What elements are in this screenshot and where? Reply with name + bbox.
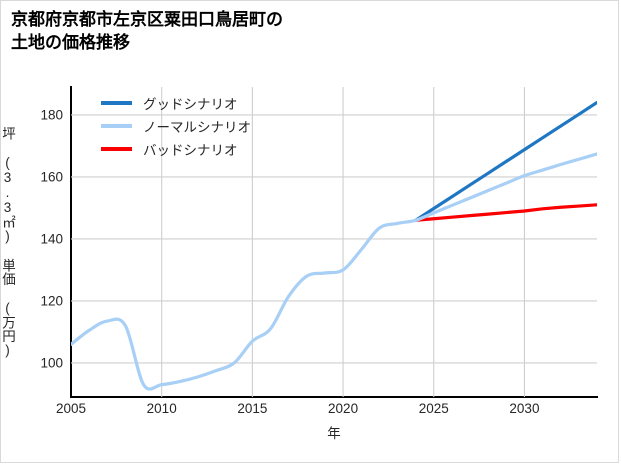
page-title: 京都府京都市左京区粟田口鳥居町の 土地の価格推移 — [11, 10, 283, 52]
y-tick-label: 120 — [40, 293, 63, 309]
legend-swatch-bad-scenario — [101, 146, 132, 151]
x-tick-label: 2030 — [509, 401, 540, 416]
legend-swatch-normal-scenario — [101, 123, 132, 128]
x-tick-label: 2010 — [146, 401, 177, 416]
y-tick-label: 140 — [40, 231, 63, 247]
legend-item-good-scenario[interactable]: グッドシナリオ — [101, 91, 331, 114]
y-tick-label: 100 — [40, 355, 63, 371]
x-tick-label: 2020 — [328, 401, 359, 416]
x-axis-label: 年 — [327, 426, 341, 441]
y-tick-label: 180 — [40, 107, 63, 123]
legend-label-normal-scenario: ノーマルシナリオ — [143, 119, 251, 135]
legend-label-good-scenario: グッドシナリオ — [143, 96, 238, 112]
y-tick-label: 160 — [40, 169, 63, 185]
series-line-bad — [414, 203, 597, 222]
x-tick-label: 2025 — [418, 401, 449, 416]
legend-swatch-good-scenario — [101, 100, 132, 105]
x-axis-spine — [70, 396, 598, 398]
gridlines — [71, 87, 597, 397]
x-tick-label: 2015 — [237, 401, 268, 416]
x-tick-label: 2005 — [55, 401, 87, 416]
chart-canvas — [71, 87, 597, 397]
series-line-normal — [71, 152, 597, 391]
legend-item-normal-scenario[interactable]: ノーマルシナリオ — [101, 114, 331, 137]
y-axis-label: 坪 (3.3㎡) 単価 (万円) — [0, 126, 15, 358]
series-lines — [71, 100, 597, 391]
y-axis-spine — [70, 86, 72, 398]
plot-area — [71, 87, 597, 397]
series-line-good — [414, 100, 597, 222]
legend-label-bad-scenario: バッドシナリオ — [143, 142, 238, 158]
legend-item-bad-scenario[interactable]: バッドシナリオ — [101, 137, 331, 160]
chart-legend: グッドシナリオ ノーマルシナリオ バッドシナリオ — [101, 91, 331, 160]
